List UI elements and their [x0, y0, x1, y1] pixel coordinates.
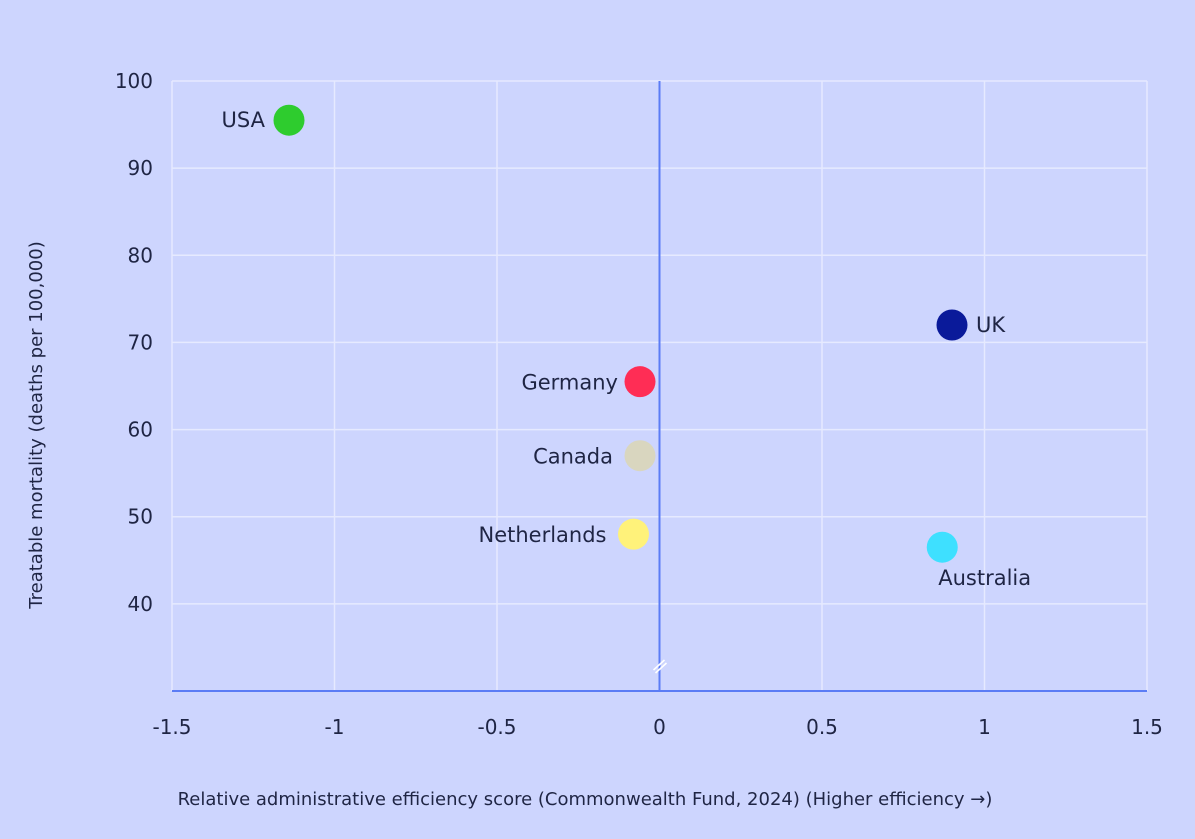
- y-tick-label-3: 70: [128, 330, 153, 354]
- point-australia: [926, 531, 958, 563]
- point-germany: [624, 366, 656, 398]
- point-label-usa: USA: [222, 108, 266, 132]
- y-tick-label-6: 100: [115, 69, 153, 93]
- tick-labels: -1.5 -1 -0.5 0 0.5 1 1.5 40 50 60 70 80 90 100: [115, 69, 1163, 739]
- point-netherlands: [618, 518, 649, 550]
- point-label-netherlands: Netherlands: [478, 523, 606, 547]
- y-tick-label-0: 40: [128, 592, 153, 616]
- y-tick-label-1: 50: [128, 505, 153, 529]
- y-tick-label-5: 90: [128, 156, 153, 180]
- x-axis-title: Relative administrative efficiency score…: [178, 789, 993, 810]
- point-label-australia: Australia: [938, 566, 1031, 590]
- axis-break-mark-b: [654, 662, 668, 674]
- data-points: USA UK Germany Canada Netherlands Australia: [222, 104, 1031, 590]
- x-tick-label-0: -1.5: [152, 715, 191, 739]
- point-uk: [936, 309, 968, 341]
- x-tick-label-6: 1.5: [1131, 715, 1163, 739]
- x-tick-label-3: 0: [653, 715, 666, 739]
- axes: [172, 81, 1147, 692]
- point-usa: [273, 104, 305, 136]
- y-tick-label-2: 60: [128, 418, 153, 442]
- point-canada: [624, 440, 656, 472]
- point-label-canada: Canada: [533, 445, 613, 469]
- x-tick-label-5: 1: [978, 715, 991, 739]
- x-tick-label-2: -0.5: [477, 715, 516, 739]
- point-label-germany: Germany: [521, 371, 618, 395]
- x-tick-label-4: 0.5: [806, 715, 838, 739]
- x-tick-label-1: -1: [325, 715, 345, 739]
- y-axis-title: Treatable mortality (deaths per 100,000): [26, 241, 47, 609]
- point-label-uk: UK: [976, 313, 1006, 337]
- y-tick-label-4: 80: [128, 243, 153, 267]
- axis-break-mark-a: [652, 659, 666, 671]
